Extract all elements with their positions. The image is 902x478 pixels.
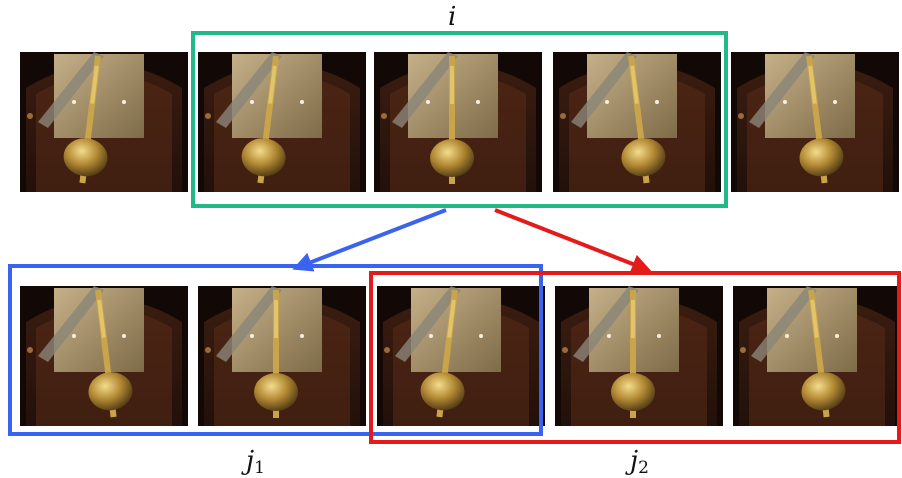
frame-bottom-1 xyxy=(20,286,188,426)
frame-top-1 xyxy=(20,52,188,192)
frame-top-2 xyxy=(198,52,366,192)
j1-window-box xyxy=(8,264,543,436)
frame-bottom-2 xyxy=(198,286,366,426)
frame-top-3 xyxy=(374,52,542,192)
frame-bottom-3 xyxy=(377,286,545,426)
label-i: i xyxy=(448,2,457,32)
top-frame-row xyxy=(20,52,899,192)
frame-top-4 xyxy=(553,52,721,192)
label-j2: j2 xyxy=(630,446,649,478)
label-j1: j1 xyxy=(246,446,265,478)
arrow-to-j1 xyxy=(292,208,447,272)
bottom-frame-row xyxy=(20,286,901,426)
frame-bottom-4 xyxy=(555,286,723,426)
arrow-to-j2 xyxy=(494,208,652,274)
frame-bottom-5 xyxy=(733,286,901,426)
i-window-box xyxy=(191,31,728,208)
frame-top-5 xyxy=(731,52,899,192)
